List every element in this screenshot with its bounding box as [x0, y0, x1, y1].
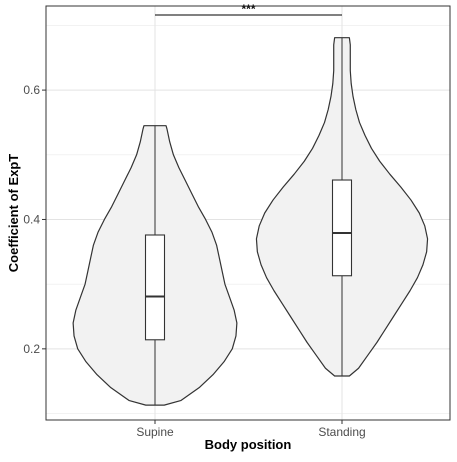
x-axis-label: Body position [205, 437, 292, 452]
x-tick-label: Standing [318, 425, 365, 439]
y-tick-label: 0.2 [23, 342, 40, 356]
x-axis-ticks: Supine Standing [136, 420, 366, 439]
y-axis-ticks: 0.2 0.4 0.6 [23, 83, 46, 356]
significance-label: *** [241, 2, 255, 16]
y-tick-label: 0.6 [23, 83, 40, 97]
box-supine [144, 234, 166, 341]
plot-border [45, 5, 451, 421]
box-standing [331, 179, 353, 277]
x-tick-label: Supine [136, 425, 174, 439]
boxplots [144, 37, 353, 406]
y-axis-label: Coefficient of ExpT [6, 154, 21, 273]
y-tick-label: 0.4 [23, 212, 40, 226]
